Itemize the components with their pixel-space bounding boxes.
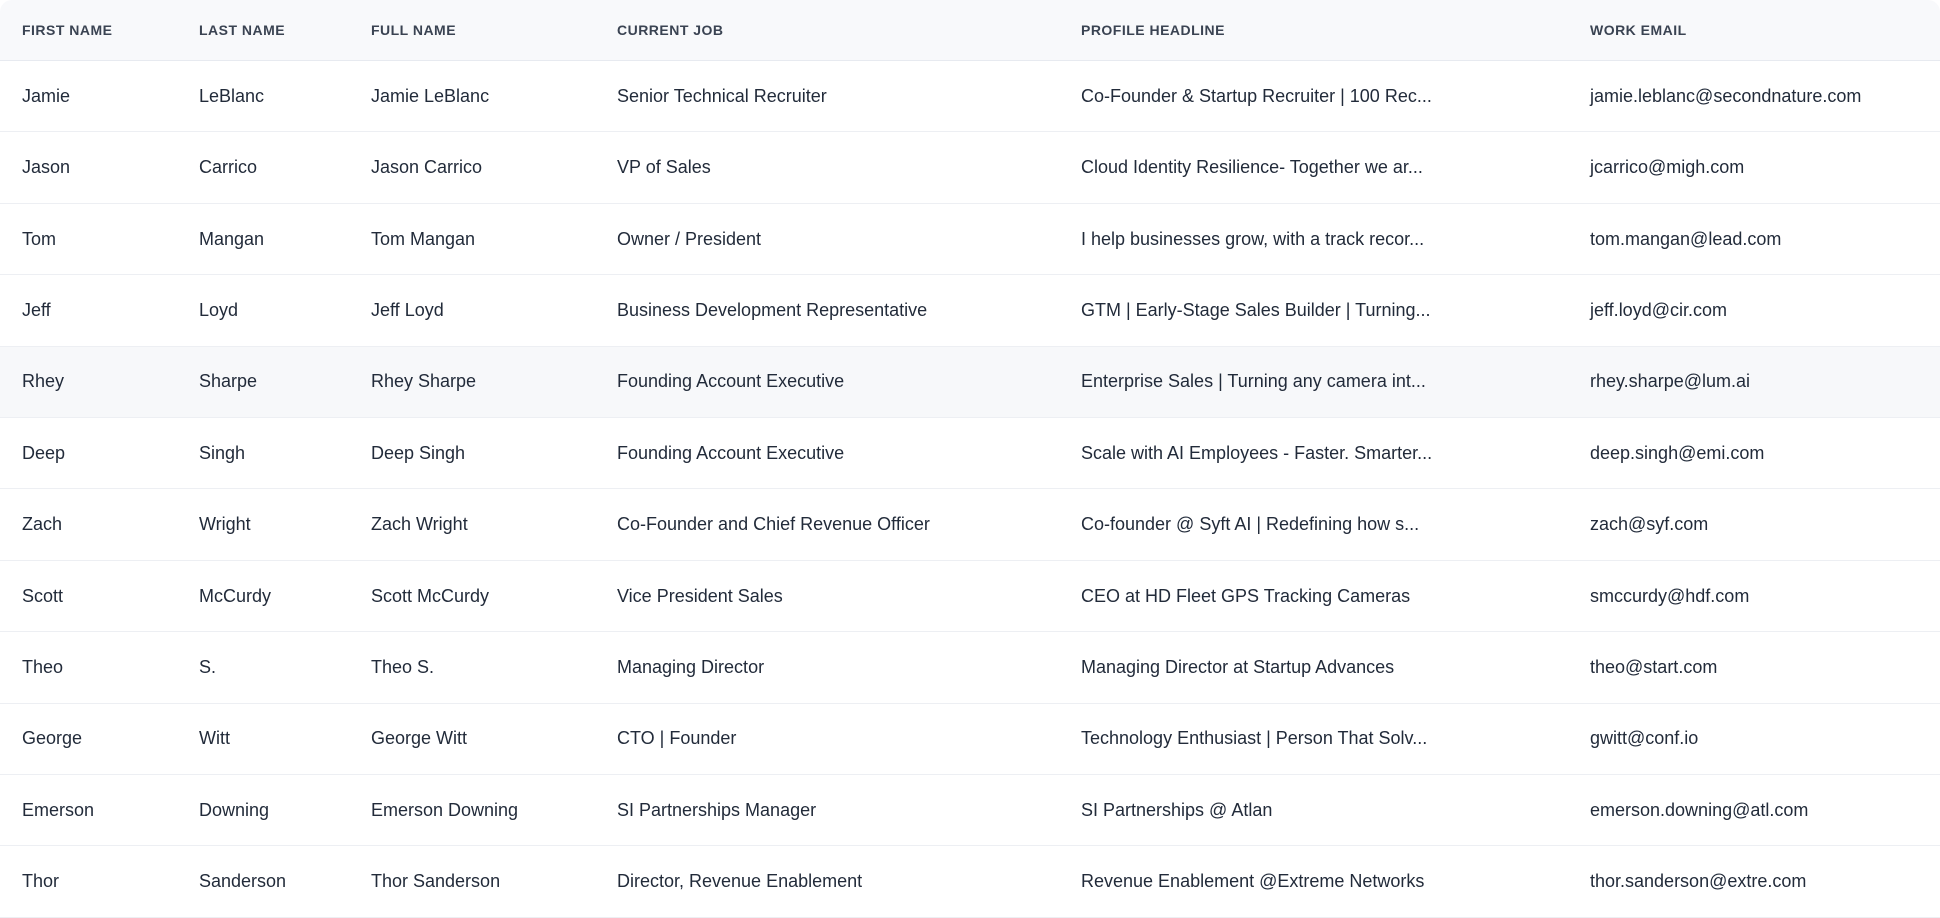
cell-full-name[interactable]: Zach Wright: [371, 514, 468, 535]
cell-current-job[interactable]: CTO | Founder: [617, 728, 737, 749]
cell-last-name[interactable]: Carrico: [199, 157, 258, 178]
column-header-current-job[interactable]: Current Job: [617, 22, 724, 38]
cell-first-name[interactable]: Emerson: [22, 799, 95, 820]
cell-profile-headline[interactable]: Co-founder @ Syft AI | Redefining how s.…: [1081, 514, 1420, 535]
cell-last-name[interactable]: S.: [199, 656, 217, 677]
cell-profile-headline[interactable]: I help businesses grow, with a track rec…: [1081, 228, 1425, 249]
cell-full-name[interactable]: Jamie LeBlanc: [371, 85, 490, 106]
cell-current-job[interactable]: SI Partnerships Manager: [617, 799, 817, 820]
cell-profile-headline[interactable]: Cloud Identity Resilience- Together we a…: [1081, 157, 1423, 178]
cell-current-job[interactable]: Co-Founder and Chief Revenue Officer: [617, 514, 930, 535]
cell-work-email[interactable]: theo@start.com: [1590, 656, 1718, 677]
cell-full-name[interactable]: Jeff Loyd: [371, 299, 444, 320]
cell-work-email[interactable]: emerson.downing@atl.com: [1590, 799, 1809, 820]
table-row[interactable]: Scott McCurdy Scott McCurdy Vice Preside…: [0, 560, 1940, 633]
cell-last-name[interactable]: Wright: [199, 514, 251, 535]
table-row[interactable]: Jamie LeBlanc Jamie LeBlanc Senior Techn…: [0, 61, 1940, 133]
cell-current-job[interactable]: Owner / President: [617, 228, 762, 249]
cell-last-name[interactable]: Downing: [199, 799, 270, 820]
column-header-full-name[interactable]: Full Name: [371, 22, 457, 38]
cell-work-email[interactable]: zach@syf.com: [1590, 514, 1709, 535]
cell-current-job[interactable]: Founding Account Executive: [617, 442, 845, 463]
cell-current-job[interactable]: Business Development Representative: [617, 299, 928, 320]
cell-last-name[interactable]: Sharpe: [199, 371, 258, 392]
cell-first-name[interactable]: Jamie: [22, 85, 71, 106]
cell-first-name[interactable]: Tom: [22, 228, 57, 249]
cell-full-name[interactable]: Scott McCurdy: [371, 585, 490, 606]
column-header-profile-headline[interactable]: Profile Headline: [1081, 22, 1225, 38]
cell-current-job[interactable]: VP of Sales: [617, 157, 711, 178]
column-header-first-name[interactable]: First Name: [22, 22, 113, 38]
cell-last-name[interactable]: Sanderson: [199, 871, 287, 892]
column-header-work-email[interactable]: Work Email: [1590, 22, 1687, 38]
cell-full-name[interactable]: Rhey Sharpe: [371, 371, 477, 392]
table-row[interactable]: Emerson Downing Emerson Downing SI Partn…: [0, 775, 1940, 847]
cell-current-job[interactable]: Vice President Sales: [617, 585, 783, 606]
cell-profile-headline[interactable]: Scale with AI Employees - Faster. Smarte…: [1081, 442, 1433, 463]
cell-profile-headline[interactable]: Revenue Enablement @Extreme Networks: [1081, 871, 1425, 892]
cell-first-name[interactable]: Thor: [22, 871, 60, 892]
cell-first-name[interactable]: Deep: [22, 442, 66, 463]
cell-full-name[interactable]: George Witt: [371, 728, 468, 749]
cell-work-email[interactable]: jeff.loyd@cir.com: [1590, 299, 1727, 320]
cell-last-name[interactable]: Mangan: [199, 228, 265, 249]
table-row[interactable]: Zach Wright Zach Wright Co-Founder and C…: [0, 489, 1940, 561]
table-row[interactable]: Jeff Loyd Jeff Loyd Business Development…: [0, 275, 1940, 347]
table-row[interactable]: Tom Mangan Tom Mangan Owner / President …: [0, 203, 1940, 276]
table-row[interactable]: Jason Carrico Jason Carrico VP of Sales …: [0, 132, 1940, 204]
cell-full-name[interactable]: Thor Sanderson: [371, 871, 501, 892]
cell-first-name[interactable]: Jeff: [22, 299, 51, 320]
table-row[interactable]: Theo S. Theo S. Managing Director Managi…: [0, 632, 1940, 704]
cell-first-name[interactable]: George: [22, 728, 83, 749]
table-row[interactable]: George Witt George Witt CTO | Founder Te…: [0, 703, 1940, 776]
cell-current-job[interactable]: Founding Account Executive: [617, 371, 845, 392]
cell-last-name[interactable]: LeBlanc: [199, 85, 265, 106]
cell-last-name[interactable]: Witt: [199, 728, 230, 749]
cell-first-name[interactable]: Rhey: [22, 371, 65, 392]
cell-full-name[interactable]: Jason Carrico: [371, 157, 483, 178]
cell-profile-headline[interactable]: Enterprise Sales | Turning any camera in…: [1081, 371, 1426, 392]
cell-profile-headline[interactable]: GTM | Early-Stage Sales Builder | Turnin…: [1081, 299, 1431, 320]
table-row[interactable]: Deep Singh Deep Singh Founding Account E…: [0, 418, 1940, 490]
cell-current-job[interactable]: Director, Revenue Enablement: [617, 871, 863, 892]
cell-work-email[interactable]: tom.mangan@lead.com: [1590, 228, 1782, 249]
cell-profile-headline[interactable]: Managing Director at Startup Advances: [1081, 656, 1395, 677]
cell-work-email[interactable]: gwitt@conf.io: [1590, 728, 1699, 749]
cell-last-name[interactable]: Loyd: [199, 299, 239, 320]
cell-full-name[interactable]: Deep Singh: [371, 442, 466, 463]
cell-profile-headline[interactable]: Co-Founder & Startup Recruiter | 100 Rec…: [1081, 85, 1432, 106]
cell-first-name[interactable]: Jason: [22, 157, 71, 178]
cell-full-name[interactable]: Emerson Downing: [371, 799, 519, 820]
column-header-last-name[interactable]: Last Name: [199, 22, 286, 38]
cell-work-email[interactable]: thor.sanderson@extre.com: [1590, 871, 1807, 892]
table-header-row: First Name Last Name Full Name Current J…: [0, 0, 1940, 61]
cell-current-job[interactable]: Managing Director: [617, 656, 765, 677]
table-row-highlighted[interactable]: Rhey Sharpe Rhey Sharpe Founding Account…: [0, 346, 1940, 419]
cell-profile-headline[interactable]: CEO at HD Fleet GPS Tracking Cameras: [1081, 585, 1411, 606]
cell-full-name[interactable]: Tom Mangan: [371, 228, 476, 249]
cell-profile-headline[interactable]: SI Partnerships @ Atlan: [1081, 799, 1273, 820]
cell-profile-headline[interactable]: Technology Enthusiast | Person That Solv…: [1081, 728, 1428, 749]
table-row[interactable]: Thor Sanderson Thor Sanderson Director, …: [0, 846, 1940, 918]
cell-work-email[interactable]: jamie.leblanc@secondnature.com: [1590, 85, 1862, 106]
cell-last-name[interactable]: Singh: [199, 442, 246, 463]
cell-work-email[interactable]: smccurdy@hdf.com: [1590, 585, 1750, 606]
cell-first-name[interactable]: Theo: [22, 656, 64, 677]
cell-first-name[interactable]: Zach: [22, 514, 63, 535]
cell-work-email[interactable]: rhey.sharpe@lum.ai: [1590, 371, 1751, 392]
cell-current-job[interactable]: Senior Technical Recruiter: [617, 85, 827, 106]
cell-work-email[interactable]: jcarrico@migh.com: [1590, 157, 1745, 178]
cell-last-name[interactable]: McCurdy: [199, 585, 272, 606]
cell-full-name[interactable]: Theo S.: [371, 656, 435, 677]
cell-work-email[interactable]: deep.singh@emi.com: [1590, 442, 1765, 463]
cell-first-name[interactable]: Scott: [22, 585, 64, 606]
